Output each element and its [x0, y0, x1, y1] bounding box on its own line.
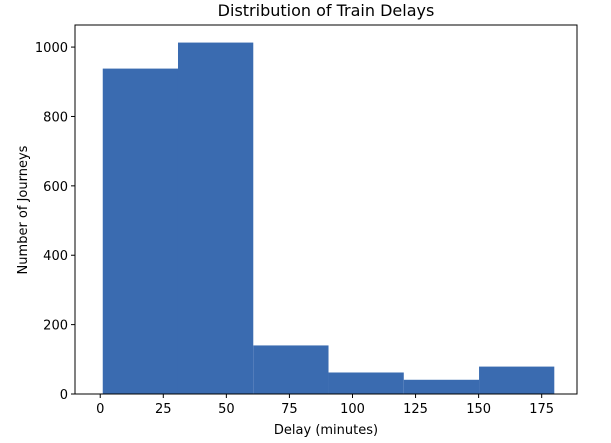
x-tick-label: 125 — [403, 402, 428, 417]
x-tick-label: 0 — [96, 402, 104, 417]
y-tick-label: 600 — [43, 180, 68, 195]
x-tick-label: 50 — [218, 402, 235, 417]
y-tick-label: 800 — [43, 110, 68, 125]
x-tick-label: 150 — [466, 402, 491, 417]
x-tick-label: 175 — [529, 402, 554, 417]
bar — [328, 372, 404, 394]
x-tick-label: 100 — [340, 402, 365, 417]
x-tick-label: 75 — [281, 402, 298, 417]
y-tick-label: 200 — [43, 319, 68, 334]
y-tick-label: 0 — [60, 388, 68, 403]
y-axis-label: Number of Journeys — [16, 145, 31, 274]
chart-title: Distribution of Train Delays — [218, 1, 435, 20]
bar — [102, 68, 178, 394]
bar — [403, 379, 480, 394]
bar — [177, 42, 254, 394]
x-axis-label: Delay (minutes) — [274, 423, 378, 438]
bar — [253, 345, 329, 394]
y-tick-label: 400 — [43, 249, 68, 264]
bar — [479, 366, 555, 394]
x-tick-label: 25 — [155, 402, 172, 417]
plot-frame — [74, 24, 578, 395]
y-tick-label: 1000 — [35, 41, 68, 56]
